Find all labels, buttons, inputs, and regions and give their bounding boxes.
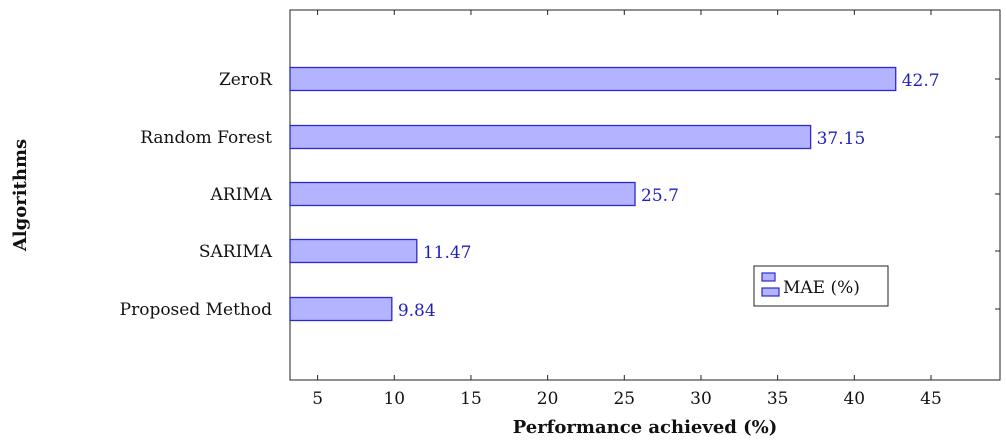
x-tick-label: 5 bbox=[312, 389, 323, 409]
data-label: 42.7 bbox=[902, 71, 940, 91]
bar-group bbox=[289, 66, 897, 322]
data-label: 37.15 bbox=[817, 129, 866, 149]
bar bbox=[289, 296, 393, 322]
label-group: 42.7 37.15 25.7 11.47 9.84 bbox=[398, 71, 940, 321]
y-tick-label: Random Forest bbox=[140, 128, 272, 148]
tick-group: 5 10 15 20 25 30 35 40 45 ZeroR Random Forest ARIMA… bbox=[120, 10, 1000, 409]
x-tick-label: 40 bbox=[843, 389, 865, 409]
legend-entry-mae: MAE (%) bbox=[783, 278, 860, 298]
bar bbox=[289, 181, 636, 207]
x-tick-label: 30 bbox=[690, 389, 712, 409]
legend-swatch-bottom bbox=[761, 287, 780, 297]
y-tick-label: ARIMA bbox=[210, 185, 273, 205]
x-tick-label: 45 bbox=[920, 389, 942, 409]
y-tick-label: ZeroR bbox=[219, 70, 273, 90]
x-tick-label: 15 bbox=[460, 389, 482, 409]
bar bbox=[289, 124, 812, 150]
data-label: 9.84 bbox=[398, 301, 436, 321]
bar bbox=[289, 238, 418, 264]
x-tick-label: 10 bbox=[383, 389, 405, 409]
legend: MAE (%) bbox=[753, 265, 889, 307]
x-tick-label: 25 bbox=[613, 389, 635, 409]
y-tick-label: SARIMA bbox=[199, 242, 273, 262]
y-axis-title: Algorithms bbox=[10, 139, 31, 252]
x-tick-label: 20 bbox=[537, 389, 559, 409]
x-tick-label: 35 bbox=[767, 389, 789, 409]
legend-swatch-top bbox=[761, 272, 776, 282]
x-axis-title: Performance achieved (%) bbox=[513, 417, 778, 438]
legend-box bbox=[753, 265, 889, 307]
y-tick-label: Proposed Method bbox=[120, 300, 272, 320]
data-label: 11.47 bbox=[423, 243, 472, 263]
bar bbox=[289, 66, 897, 92]
data-label: 25.7 bbox=[641, 186, 679, 206]
